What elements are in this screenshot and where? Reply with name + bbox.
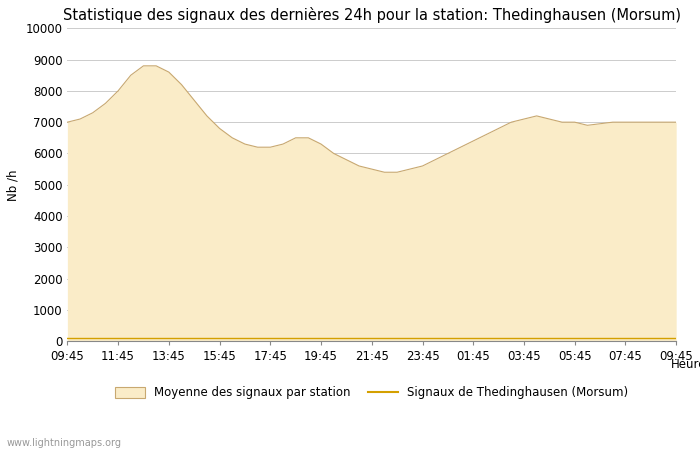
Text: www.lightningmaps.org: www.lightningmaps.org <box>7 438 122 448</box>
X-axis label: Heure: Heure <box>671 359 700 371</box>
Title: Statistique des signaux des dernières 24h pour la station: Thedinghausen (Morsum: Statistique des signaux des dernières 24… <box>63 7 681 23</box>
Legend: Moyenne des signaux par station, Signaux de Thedinghausen (Morsum): Moyenne des signaux par station, Signaux… <box>111 382 633 404</box>
Y-axis label: Nb /h: Nb /h <box>7 169 20 201</box>
